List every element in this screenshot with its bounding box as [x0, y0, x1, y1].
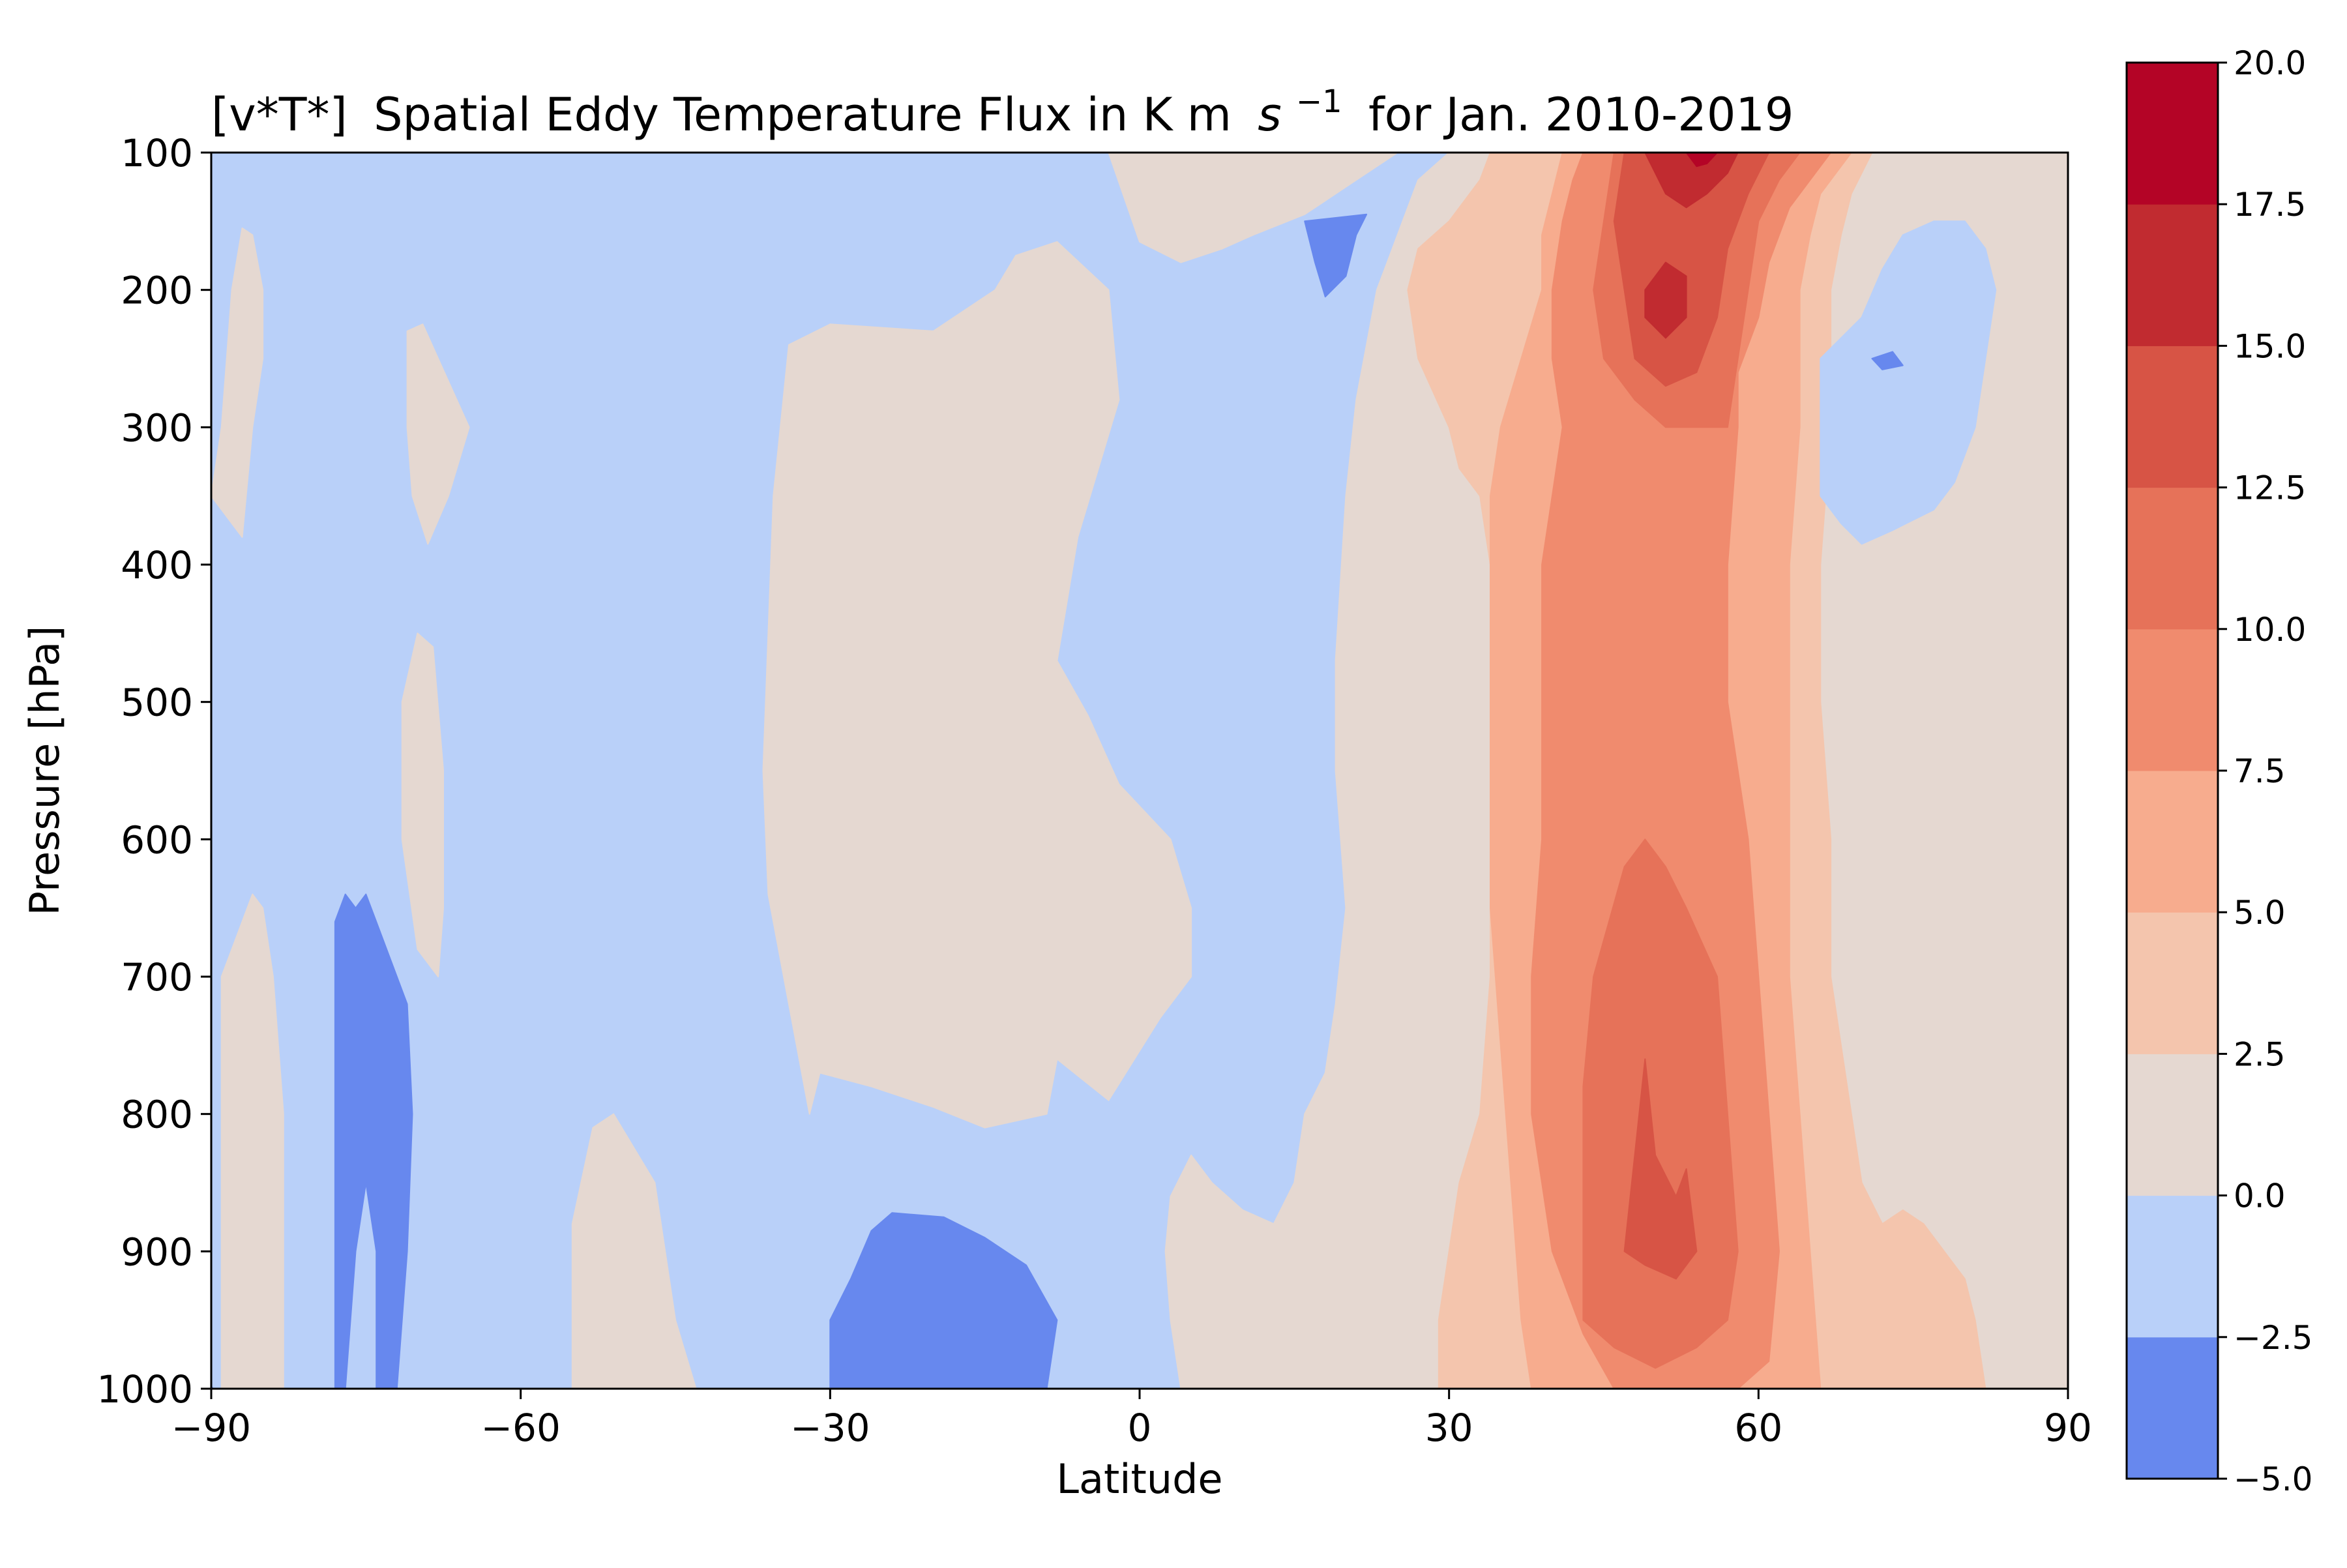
y-tick-label-1: 200: [121, 269, 193, 313]
title-suffix: for Jan. 2010-2019: [1368, 88, 1793, 141]
colorbar-band-6: [2127, 487, 2218, 630]
contour-regions: [211, 153, 2068, 1389]
x-tick-label-1: −60: [480, 1406, 560, 1450]
contour-region-3: [401, 632, 444, 977]
contour-region-4: [571, 1113, 697, 1389]
x-tick-label-5: 60: [1734, 1406, 1782, 1450]
contour-region-16: [1644, 261, 1687, 339]
colorbar-tick-label-4: 5.0: [2234, 894, 2286, 932]
contour-region-2: [406, 323, 470, 545]
colorbar-band-8: [2127, 204, 2218, 346]
x-tick-label-4: 30: [1425, 1406, 1473, 1450]
contour-region-blue-island: [1820, 220, 1997, 545]
colorbar-tick-label-5: 7.5: [2234, 752, 2286, 790]
colorbar-band-1: [2127, 1195, 2218, 1338]
contour-region-1: [220, 893, 284, 1389]
plot-area: [210, 151, 2069, 1390]
x-axis-label: Latitude: [1056, 1455, 1222, 1503]
contour-region-12: [1582, 838, 1739, 1369]
colorbar-bands: [2127, 63, 2218, 1479]
y-tick-label-5: 600: [121, 818, 193, 862]
colorbar-band-7: [2127, 346, 2218, 488]
contour-region-14: [1623, 1058, 1698, 1280]
chart-title: [v*T*] Spatial Eddy Temperature Flux in …: [211, 70, 1793, 141]
colorbar: −5.0 −2.5 0.0 2.5 5.0 7.5 10.0 12.5 15.0 17.5 20.0: [2125, 44, 2312, 1498]
contour-region-dark-blue-0: [1304, 213, 1368, 298]
colorbar-tick-label-9: 17.5: [2234, 186, 2306, 224]
colorbar-tick-label-6: 10.0: [2234, 611, 2306, 649]
title-math: [v*T*]: [211, 88, 347, 141]
contour-region-15: [1644, 153, 1739, 209]
y-axis-label: Pressure [hPa]: [21, 626, 68, 916]
y-tick-label-9: 1000: [96, 1367, 193, 1412]
y-axis-ticks: 100 200 300 400 500 600 700 800 900 1000: [96, 131, 211, 1412]
colorbar-tick-label-0: −5.0: [2234, 1460, 2312, 1498]
x-tick-label-3: 0: [1128, 1406, 1152, 1450]
y-tick-label-2: 300: [121, 406, 193, 450]
x-tick-label-6: 90: [2044, 1406, 2092, 1450]
y-tick-label-4: 500: [121, 681, 193, 725]
title-main: Spatial Eddy Temperature Flux in K m: [374, 88, 1232, 141]
title-unit-exp-sup: −1: [1296, 83, 1342, 120]
colorbar-band-9: [2127, 63, 2218, 205]
colorbar-tick-label-7: 12.5: [2234, 469, 2306, 507]
colorbar-tick-label-8: 15.0: [2234, 327, 2306, 365]
colorbar-band-0: [2127, 1337, 2218, 1479]
colorbar-tick-label-3: 2.5: [2234, 1035, 2286, 1073]
contour-region-dark-blue-2: [829, 1212, 1058, 1389]
x-tick-label-0: −90: [171, 1406, 251, 1450]
x-axis-ticks: −90 −60 −30 0 30 60 90: [171, 1389, 2092, 1450]
contour-region-dark-blue-dot: [1871, 351, 1904, 370]
colorbar-band-4: [2127, 771, 2218, 913]
contour-region-5: [762, 241, 1192, 1129]
colorbar-tick-label-1: −2.5: [2234, 1319, 2312, 1357]
contour-region-0: [211, 227, 264, 538]
contour-region-dark-blue-1: [334, 893, 413, 1389]
colorbar-tick-label-2: 0.0: [2234, 1177, 2286, 1215]
contour-region-6: [1108, 153, 1398, 263]
y-tick-label-8: 900: [121, 1230, 193, 1274]
y-tick-label-3: 400: [121, 543, 193, 587]
colorbar-band-5: [2127, 629, 2218, 771]
colorbar-band-2: [2127, 1054, 2218, 1196]
contour-region-17: [1685, 153, 1718, 168]
colorbar-tick-label-10: 20.0: [2234, 44, 2306, 82]
contour-region-13: [1613, 153, 1770, 387]
colorbar-ticks: −5.0 −2.5 0.0 2.5 5.0 7.5 10.0 12.5 15.0 17.5 20.0: [2218, 44, 2312, 1498]
x-tick-label-2: −30: [790, 1406, 870, 1450]
y-tick-label-7: 800: [121, 1093, 193, 1137]
y-tick-label-0: 100: [121, 131, 193, 175]
y-tick-label-6: 700: [121, 955, 193, 999]
title-unit-exp: s: [1258, 88, 1281, 141]
colorbar-band-3: [2127, 912, 2218, 1054]
